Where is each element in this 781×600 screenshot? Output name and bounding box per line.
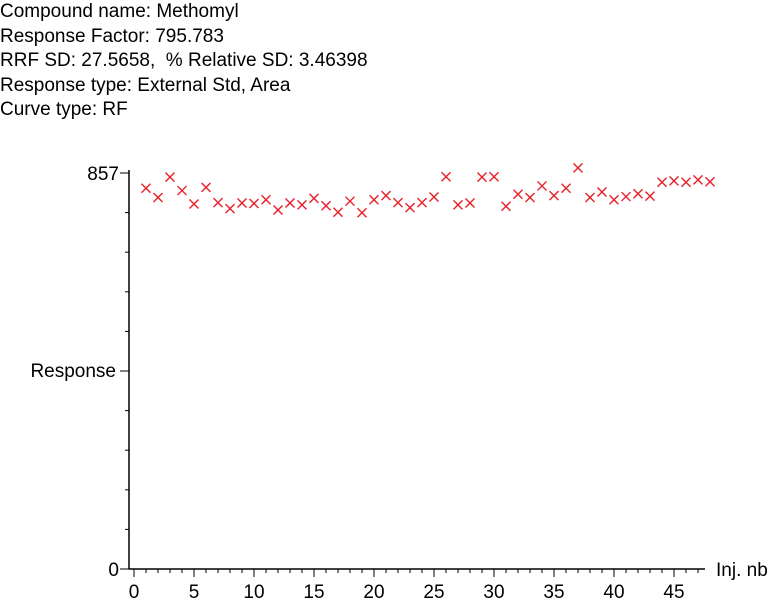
data-point xyxy=(681,177,691,188)
data-point xyxy=(393,197,403,208)
data-point xyxy=(213,197,223,208)
data-point xyxy=(153,192,163,203)
data-point xyxy=(417,197,427,208)
data-point xyxy=(309,193,319,204)
x-axis-label: Inj. nb xyxy=(716,560,768,581)
rrf-sd-line: RRF SD: 27.5658, % Relative SD: 3.46398 xyxy=(0,50,368,71)
data-point xyxy=(357,207,367,218)
data-point xyxy=(237,198,247,209)
x-tick-label: 5 xyxy=(189,582,200,600)
data-point xyxy=(549,190,559,201)
data-point xyxy=(633,188,643,199)
data-point xyxy=(201,182,211,193)
data-point xyxy=(609,194,619,205)
x-tick-label: 0 xyxy=(129,582,140,600)
data-point xyxy=(585,192,595,203)
response-type-line: Response type: External Std, Area xyxy=(0,74,291,96)
data-point xyxy=(441,171,451,182)
data-point xyxy=(273,204,283,215)
x-tick-label: 20 xyxy=(363,582,384,600)
data-point xyxy=(165,172,175,183)
data-point xyxy=(669,175,679,186)
y-tick-label: 857 xyxy=(87,164,119,185)
data-point xyxy=(381,190,391,201)
data-point xyxy=(177,185,187,196)
x-tick-label: 15 xyxy=(303,582,324,600)
data-point xyxy=(693,174,703,185)
x-tick-label: 45 xyxy=(663,582,684,600)
data-point xyxy=(573,162,583,173)
data-point xyxy=(489,171,499,182)
data-point xyxy=(477,172,487,183)
data-point xyxy=(705,176,715,187)
x-tick-label: 30 xyxy=(483,582,504,600)
data-point xyxy=(513,189,523,200)
data-point xyxy=(561,183,571,194)
data-point xyxy=(333,207,343,218)
data-point xyxy=(189,198,199,209)
data-point xyxy=(501,201,511,212)
data-point xyxy=(141,183,151,194)
data-point xyxy=(453,199,463,210)
data-point xyxy=(321,200,331,211)
data-point xyxy=(285,198,295,209)
data-point xyxy=(465,198,475,209)
data-point xyxy=(249,198,259,209)
y-axis-label: Response xyxy=(30,361,116,382)
data-point xyxy=(297,199,307,210)
data-point xyxy=(621,191,631,202)
x-tick-label: 25 xyxy=(423,582,444,600)
data-point xyxy=(657,177,667,188)
x-tick-label: 35 xyxy=(543,582,564,600)
data-point xyxy=(645,191,655,202)
x-tick-label: 40 xyxy=(603,582,624,600)
curve-type-line: Curve type: RF xyxy=(0,99,128,120)
data-point xyxy=(405,202,415,213)
data-point xyxy=(345,196,355,207)
data-point xyxy=(225,203,235,214)
compound-name-line: Compound name: Methomyl xyxy=(0,1,239,22)
data-point xyxy=(429,192,439,203)
info-header: Compound name: Methomyl Response Factor:… xyxy=(0,0,368,123)
y-tick-label: 0 xyxy=(108,560,119,581)
data-point xyxy=(597,186,607,197)
response-factor-line: Response Factor: 795.783 xyxy=(0,25,224,47)
data-point xyxy=(369,194,379,205)
x-tick-label: 10 xyxy=(243,582,264,600)
data-point xyxy=(525,192,535,203)
data-point xyxy=(537,180,547,191)
data-point xyxy=(261,194,271,205)
